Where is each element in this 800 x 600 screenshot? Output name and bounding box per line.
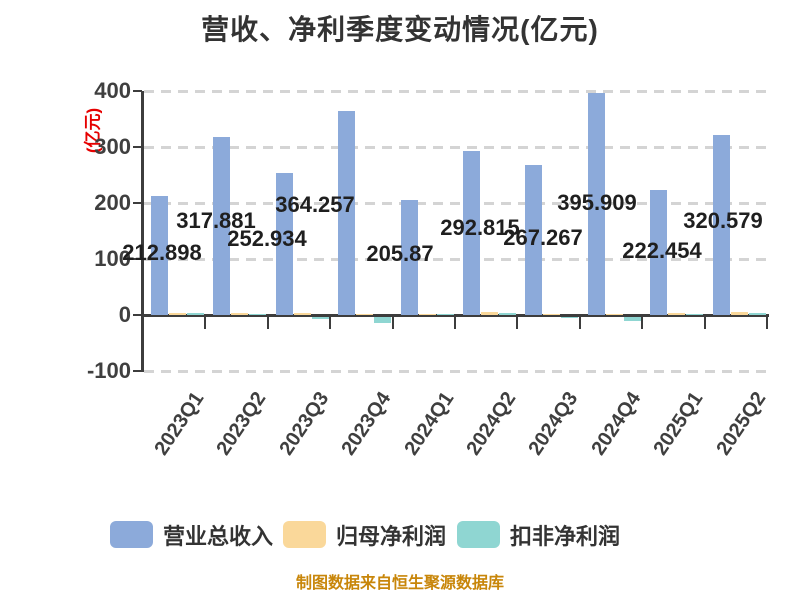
y-tick-label: 100 bbox=[94, 246, 131, 271]
x-axis-tick bbox=[204, 315, 207, 329]
legend-swatch-icon bbox=[283, 521, 326, 548]
x-axis-tick bbox=[516, 315, 519, 329]
legend-label: 营业总收入 bbox=[163, 523, 274, 549]
bar-revenue bbox=[275, 173, 293, 315]
data-label: 395.909 bbox=[557, 190, 637, 215]
x-axis-tick bbox=[142, 315, 144, 329]
data-label: 292.815 bbox=[440, 215, 520, 240]
x-axis-tick bbox=[329, 315, 332, 329]
y-tick-label: 300 bbox=[94, 134, 131, 159]
bar-non-gaap-profit bbox=[748, 313, 766, 315]
bar-revenue bbox=[525, 165, 543, 315]
data-label: 205.87 bbox=[366, 241, 434, 266]
bar-revenue bbox=[650, 190, 668, 315]
x-tick-label: 2023Q2 bbox=[212, 388, 271, 460]
bar-revenue bbox=[587, 93, 605, 315]
bar-non-gaap-profit bbox=[436, 314, 454, 315]
data-label: 267.267 bbox=[503, 225, 583, 250]
x-axis-tick bbox=[703, 315, 706, 329]
bar-net-profit bbox=[730, 312, 748, 315]
y-tick-label: 0 bbox=[118, 302, 131, 327]
x-tick-label: 2024Q1 bbox=[400, 388, 459, 460]
bar-revenue bbox=[712, 135, 730, 315]
data-label: 320.579 bbox=[683, 208, 763, 233]
bar-net-profit bbox=[231, 313, 249, 315]
bar-net-profit bbox=[605, 314, 623, 315]
y-axis-tick bbox=[133, 90, 142, 92]
bar-non-gaap-profit bbox=[187, 313, 204, 315]
bar-revenue bbox=[338, 111, 356, 315]
y-tick-label: -100 bbox=[86, 358, 131, 383]
legend-item-3: 扣非净利润 bbox=[457, 521, 621, 549]
bar-revenue bbox=[400, 200, 418, 315]
x-tick-label: 2024Q3 bbox=[524, 388, 583, 460]
x-tick-label: 2023Q3 bbox=[275, 388, 334, 460]
y-axis-tick bbox=[133, 370, 142, 372]
bar-non-gaap-profit bbox=[249, 314, 267, 315]
x-axis-tick bbox=[766, 315, 768, 329]
legend-label: 扣非净利润 bbox=[510, 523, 621, 549]
gridline-400 bbox=[144, 90, 768, 93]
data-label: 252.934 bbox=[227, 226, 307, 251]
y-tick-label: 400 bbox=[94, 78, 131, 103]
bar-non-gaap-profit bbox=[311, 317, 329, 319]
gridline-100 bbox=[144, 258, 768, 261]
bar-net-profit bbox=[169, 313, 186, 315]
x-axis-tick bbox=[391, 315, 394, 329]
x-tick-label: 2024Q2 bbox=[462, 388, 521, 460]
chart-title: 营收、净利季度变动情况(亿元) bbox=[201, 14, 599, 45]
y-axis-tick bbox=[133, 258, 142, 260]
x-tick-label: 2023Q1 bbox=[150, 388, 209, 460]
x-tick-label: 2025Q1 bbox=[649, 388, 708, 460]
bar-net-profit bbox=[293, 313, 311, 315]
data-label: 364.257 bbox=[275, 192, 355, 217]
gridline-200 bbox=[144, 202, 768, 205]
bar-non-gaap-profit bbox=[686, 314, 704, 315]
x-tick-label: 2025Q2 bbox=[712, 388, 771, 460]
legend-item-2: 归母净利润 bbox=[283, 521, 447, 549]
bar-revenue bbox=[463, 151, 480, 315]
legend-swatch-icon bbox=[110, 521, 153, 548]
gridline--100 bbox=[144, 370, 768, 373]
y-axis-line bbox=[141, 91, 144, 372]
gridline-300 bbox=[144, 146, 768, 149]
x-axis-tick bbox=[641, 315, 644, 329]
legend-swatch-icon bbox=[457, 521, 500, 548]
footer-note: 制图数据来自恒生聚源数据库 bbox=[295, 575, 504, 592]
y-axis-tick bbox=[133, 202, 142, 204]
data-label: 317.881 bbox=[176, 208, 256, 233]
legend-label: 归母净利润 bbox=[336, 523, 447, 549]
x-axis-tick bbox=[454, 315, 456, 329]
x-tick-label: 2023Q4 bbox=[337, 388, 396, 460]
bar-net-profit bbox=[543, 314, 561, 315]
bar-revenue bbox=[151, 196, 168, 315]
bar-non-gaap-profit bbox=[623, 317, 641, 321]
data-label: 212.898 bbox=[122, 240, 202, 265]
bar-net-profit bbox=[418, 314, 436, 315]
legend-item-1: 营业总收入 bbox=[110, 521, 274, 549]
bar-revenue bbox=[213, 137, 231, 315]
bar-net-profit bbox=[356, 314, 374, 315]
x-axis-tick bbox=[578, 315, 581, 329]
bar-non-gaap-profit bbox=[499, 313, 516, 315]
bar-non-gaap-profit bbox=[374, 317, 392, 323]
x-axis-line bbox=[143, 314, 769, 317]
y-tick-label: 200 bbox=[94, 190, 131, 215]
y-axis-tick bbox=[133, 314, 142, 316]
x-axis-tick bbox=[266, 315, 269, 329]
y-axis-tick bbox=[133, 146, 142, 148]
data-label: 222.454 bbox=[622, 238, 702, 263]
bar-non-gaap-profit bbox=[561, 317, 579, 318]
bar-net-profit bbox=[481, 312, 498, 315]
bar-net-profit bbox=[668, 313, 686, 315]
x-tick-label: 2024Q4 bbox=[587, 388, 646, 460]
